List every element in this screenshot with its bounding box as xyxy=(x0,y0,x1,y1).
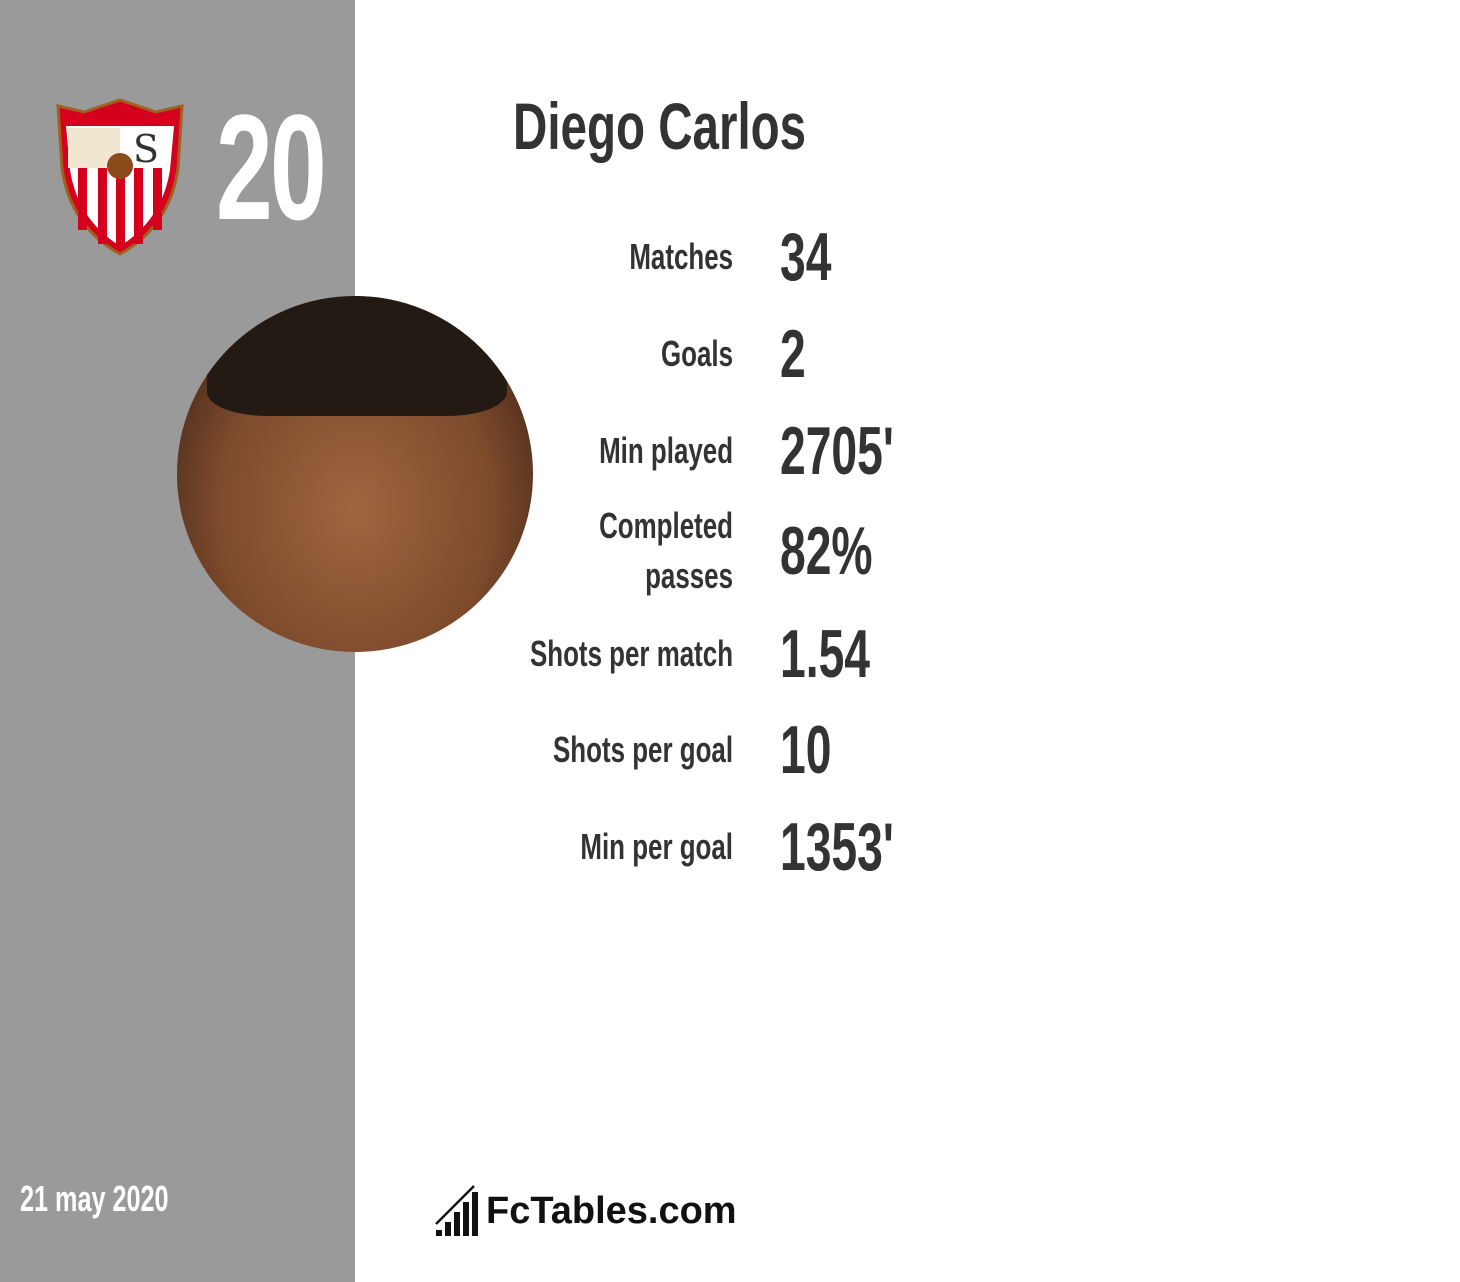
stat-value: 1353' xyxy=(780,809,894,885)
stat-value: 10 xyxy=(780,712,832,788)
player-name: Diego Carlos xyxy=(513,89,807,163)
stat-label: Min played xyxy=(599,430,733,471)
stat-row: Min per goal 1353' xyxy=(0,802,1460,892)
bar-chart-icon xyxy=(435,1185,478,1236)
stat-row: Min played 2705' xyxy=(0,406,1460,496)
stat-row: Shots per match 1.54 xyxy=(0,609,1460,699)
stat-row: Matches 34 xyxy=(0,212,1460,302)
stat-label: Shots per match xyxy=(529,633,733,674)
club-crest-icon: S xyxy=(56,98,184,256)
stat-row: Completed passes 82% xyxy=(0,505,1460,596)
brand-name: FcTables.com xyxy=(486,1189,737,1232)
stat-value: 1.54 xyxy=(780,616,871,692)
stat-label: Goals xyxy=(660,333,733,374)
stat-label: Matches xyxy=(629,236,733,277)
stat-row: Goals 2 xyxy=(0,309,1460,399)
stat-label: Completed passes xyxy=(599,505,733,596)
svg-text:S: S xyxy=(133,127,159,171)
stat-value: 34 xyxy=(780,219,832,295)
player-photo xyxy=(177,296,533,652)
stat-value: 82% xyxy=(780,513,873,589)
stat-label: Min per goal xyxy=(580,826,733,867)
stat-label: Shots per goal xyxy=(552,729,733,770)
date-label: 21 may 2020 xyxy=(20,1178,169,1219)
player-number: 20 xyxy=(216,83,327,251)
stat-row: Shots per goal 10 xyxy=(0,705,1460,795)
stat-value: 2 xyxy=(780,316,806,392)
fctables-logo[interactable]: FcTables.com xyxy=(434,1184,737,1238)
stat-value: 2705' xyxy=(780,413,894,489)
